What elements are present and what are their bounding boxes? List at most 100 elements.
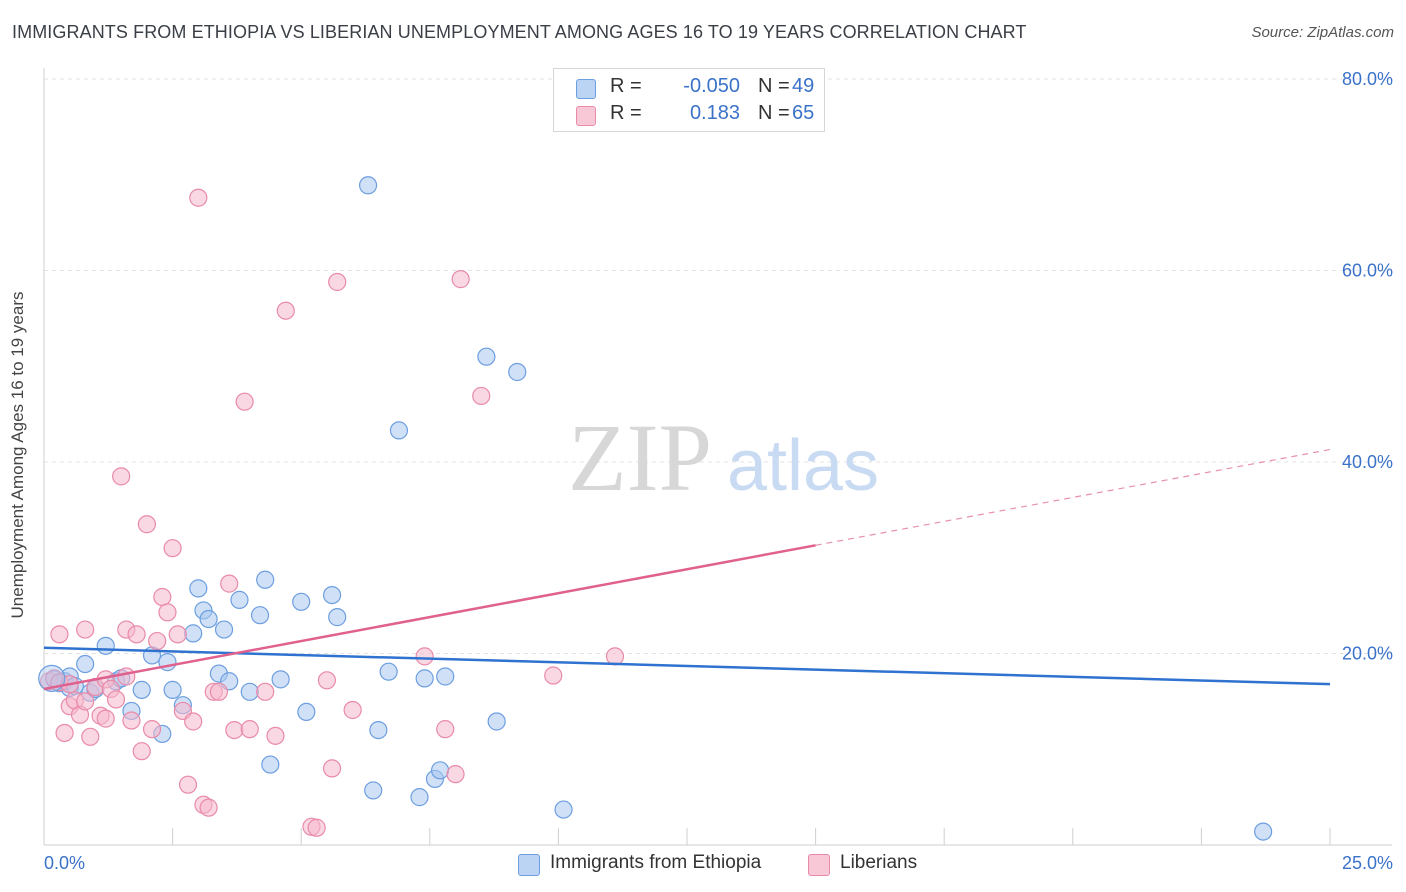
point-ethiopia [508,362,527,382]
grid-lines [44,78,1392,654]
trend-line-liberians [43,544,816,691]
legend-n-label: N = [758,75,790,97]
point-ethiopia [250,606,270,625]
legend-n-value: 49 [792,75,815,97]
point-liberians [106,690,126,709]
legend-swatch-pink [576,106,596,126]
point-liberians [276,301,295,320]
legend-swatch-blue [576,79,596,99]
point-liberians [158,603,177,622]
point-liberians [307,818,326,837]
point-liberians [96,709,115,728]
point-liberians [605,647,625,666]
point-liberians [184,712,203,731]
point-liberians [76,692,95,711]
point-ethiopia [38,664,66,692]
point-liberians [209,682,228,701]
y-tick-label: 20.0% [1342,644,1393,664]
point-ethiopia [240,682,259,701]
watermark-zip: ZIP [568,404,712,511]
legend-r-value: -0.050 [683,75,740,97]
point-liberians [322,759,342,778]
point-liberians [266,726,285,745]
point-ethiopia [297,702,316,722]
point-liberians [168,625,187,644]
point-liberians [178,775,198,794]
legend-label-ethiopia: Immigrants from Ethiopia [550,852,762,873]
point-ethiopia [256,570,275,589]
x-tick-label: 0.0% [44,853,85,873]
point-liberians [117,667,136,686]
point-liberians [256,682,275,701]
point-liberians [148,631,167,651]
point-liberians [235,392,254,411]
y-tick-label: 80.0% [1342,69,1393,89]
point-ethiopia [369,720,388,740]
point-ethiopia [292,592,311,611]
legend-r-value: 0.183 [689,102,740,124]
tick-labels: 20.0% 40.0% 60.0% 80.0% 0.0% 25.0% [44,69,1393,873]
point-ethiopia [379,662,398,681]
trend-lines [43,448,1331,691]
point-ethiopia [271,670,290,689]
chart-title: IMMIGRANTS FROM ETHIOPIA VS LIBERIAN UNE… [12,22,1027,42]
point-liberians [472,386,491,406]
point-liberians [446,765,465,784]
point-ethiopia [389,421,409,440]
point-liberians [220,574,239,593]
point-ethiopia [76,654,95,674]
point-liberians [544,666,563,685]
point-liberians [137,515,156,534]
point-ethiopia [261,755,280,774]
x-tick-label: 25.0% [1342,853,1393,873]
y-axis-label: Unemployment Among Ages 16 to 19 years [8,291,27,619]
legend-n-label: N = [758,102,790,124]
point-ethiopia [322,585,342,605]
point-ethiopia [132,680,151,699]
point-ethiopia [436,667,455,686]
point-liberians [50,625,69,644]
legend-swatch-pink [808,854,830,876]
source-label: Source: ZipAtlas.com [1251,24,1394,41]
point-ethiopia [199,609,218,629]
point-liberians [76,620,95,639]
point-ethiopia [230,590,249,609]
y-tick-label: 60.0% [1342,261,1393,281]
legend-swatch-blue [518,854,540,876]
point-liberians [317,671,337,690]
point-ethiopia [415,669,434,688]
point-ethiopia [364,781,383,800]
point-liberians [436,720,455,739]
y-tick-label: 40.0% [1342,452,1393,472]
point-ethiopia [328,608,347,627]
watermark-atlas: atlas [727,426,879,506]
point-ethiopia [487,712,506,731]
point-ethiopia [214,620,234,639]
point-liberians [153,587,172,607]
point-liberians [127,625,146,644]
point-ethiopia [430,761,450,780]
point-liberians [189,188,208,207]
point-liberians [199,798,218,817]
legend-r-label: R = [610,75,642,97]
point-liberians [415,647,434,666]
point-ethiopia [554,800,573,819]
point-liberians [451,270,470,289]
point-liberians [81,727,100,746]
legend-label-liberians: Liberians [840,852,918,873]
trend-line-liberians-extension [815,448,1331,546]
series-legend: Immigrants from Ethiopia Liberians [0,852,1406,878]
watermark: ZIP atlas [568,404,879,511]
trend-line-ethiopia [43,646,1331,686]
point-liberians [122,711,141,730]
point-liberians [132,742,151,761]
point-ethiopia [163,680,182,699]
legend-n-value: 65 [792,102,815,124]
correlation-legend: R = -0.050 N = 49 R = 0.183 N = 65 [553,68,825,132]
point-ethiopia [410,788,429,807]
point-liberians [55,723,74,743]
point-liberians [240,720,259,739]
point-ethiopia [184,624,203,643]
legend-r-label: R = [610,102,642,124]
